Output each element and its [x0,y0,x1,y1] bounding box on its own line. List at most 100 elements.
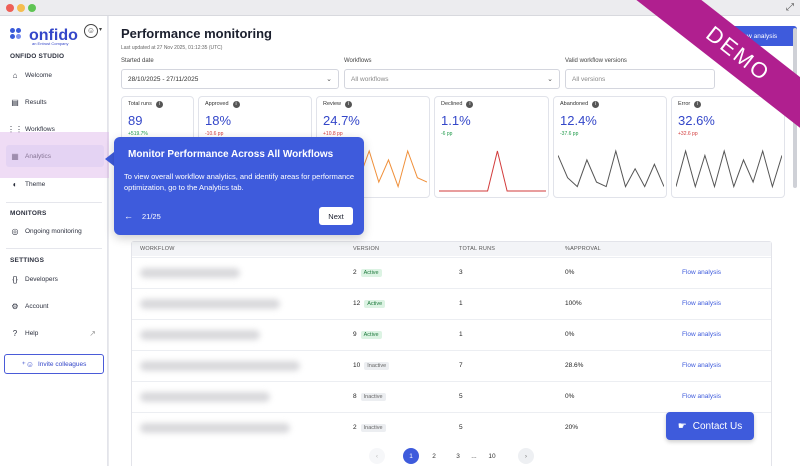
flow-analysis-link[interactable]: Flow analysis [682,331,722,338]
version-cell: 2 Inactive [353,424,386,432]
redacted-workflow-name [140,268,240,278]
prev-page-button[interactable]: ‹ [369,448,385,464]
column-header-total-runs: TOTAL RUNS [459,246,496,252]
close-window-dot[interactable] [6,4,14,12]
flow-analysis-link[interactable]: Flow analysis [682,300,722,307]
tour-next-button[interactable]: Next [319,207,353,225]
tour-tooltip: Monitor Performance Across All Workflows… [114,137,364,235]
status-badge: Inactive [360,424,386,432]
column-header-version: VERSION [353,246,380,252]
sidebar: onfido an Entrust Company ☺ ▾ ONFIDO STU… [0,16,108,466]
approval-cell: 0% [565,393,575,400]
page-button[interactable]: 1 [403,448,419,464]
metric-card: Error i 32.6% +32.6 pp [671,96,785,198]
info-icon[interactable]: i [345,101,353,108]
user-avatar-icon[interactable]: ☺ [84,24,98,38]
table-row[interactable]: 9 Active 1 0% Flow analysis [132,319,771,350]
metric-card: Abandoned i 12.4% -37.6 pp [553,96,667,198]
tour-step-counter: 21/25 [142,212,161,221]
total-runs-cell: 5 [459,424,463,431]
info-icon[interactable]: i [155,101,163,108]
total-runs-cell: 3 [459,269,463,276]
sidebar-item-welcome[interactable]: ⌂ Welcome [6,64,104,86]
code-braces-icon: {} [12,274,18,284]
sidebar-item-ongoing-monitoring[interactable]: ◎ Ongoing monitoring [6,220,104,242]
flow-analysis-link[interactable]: Flow analysis [682,393,722,400]
approval-cell: 20% [565,424,579,431]
approval-cell: 0% [565,269,575,276]
page-button[interactable]: 3 [456,452,460,460]
redacted-workflow-name [140,299,280,309]
contact-us-button[interactable]: ☛ Contact Us [666,412,754,440]
metric-value: 32.6% [678,113,715,128]
fullscreen-icon[interactable]: ⤢ [786,2,794,13]
invite-colleagues-button[interactable]: ⁺☺ Invite colleagues [4,354,104,374]
chevron-down-icon[interactable]: ▾ [99,27,103,33]
minimize-window-dot[interactable] [17,4,25,12]
redacted-workflow-name [140,423,290,433]
brand-name: onfido [29,27,78,44]
onfido-logo[interactable]: onfido an Entrust Company [10,22,78,50]
next-page-button[interactable]: › [518,448,534,464]
sidebar-item-account[interactable]: ⚙ Account [6,295,104,317]
sidebar-item-label: Theme [25,180,46,188]
section-label-settings: SETTINGS [10,257,45,264]
date-range-select[interactable]: 28/10/2025 - 27/11/2025 ⌄ [121,69,339,89]
versions-select[interactable]: All versions [565,69,715,89]
flow-analysis-link[interactable]: Flow analysis [682,362,722,369]
page-title: Performance monitoring [121,26,272,41]
tour-pointer [105,152,114,166]
flow-analysis-link[interactable]: Flow analysis [682,269,722,276]
status-badge: Active [360,331,382,339]
metric-value: 18% [205,113,232,128]
tour-description: To view overall workflow analytics, and … [124,172,355,192]
version-cell: 9 Active [353,331,382,339]
sidebar-item-theme[interactable]: ◐ Theme [6,173,104,195]
workflow-icon: ⋮⋮ [7,124,23,134]
status-badge: Inactive [364,362,390,370]
globe-icon: ◎ [11,226,19,236]
workflows-select[interactable]: All workflows ⌄ [344,69,560,89]
metric-value: 12.4% [560,113,597,128]
metric-label: Declined i [441,101,474,108]
version-cell: 8 Inactive [353,393,386,401]
versions-value: All versions [572,75,606,83]
metric-delta: +519.7% [128,131,148,137]
info-icon[interactable]: i [232,101,240,108]
sidebar-item-label: Account [25,302,49,310]
sidebar-item-results[interactable]: ▤ Results [6,91,104,113]
sidebar-item-label: Welcome [25,71,52,79]
sidebar-item-label: Help [25,329,39,337]
info-icon[interactable]: i [694,101,702,108]
metric-value: 1.1% [441,113,471,128]
workflow-table: WORKFLOW VERSION TOTAL RUNS %APPROVAL 2 A… [131,241,772,466]
sidebar-item-developers[interactable]: {} Developers [6,268,104,290]
sidebar-item-workflows[interactable]: ⋮⋮ Workflows [6,118,104,140]
divider [6,202,102,203]
table-row[interactable]: 8 Inactive 5 0% Flow analysis [132,381,771,412]
metric-delta: +32.6 pp [678,131,698,137]
status-badge: Active [360,269,382,277]
info-icon[interactable]: i [466,101,474,108]
maximize-window-dot[interactable] [28,4,36,12]
contact-label: Contact Us [692,420,743,432]
table-header: WORKFLOW VERSION TOTAL RUNS %APPROVAL [132,242,771,256]
metric-label: Review i [323,101,353,108]
main-content: Performance monitoring Last updated at 2… [109,16,800,466]
clipboard-icon: ▤ [11,97,19,107]
table-row[interactable]: 2 Active 3 0% Flow analysis [132,257,771,288]
approval-cell: 100% [565,300,582,307]
last-updated-text: Last updated at 27 Nov 2025, 01:12:35 (U… [121,45,223,51]
info-icon[interactable]: i [592,101,600,108]
page-button[interactable]: ... [471,452,477,460]
sidebar-item-help[interactable]: ? Help ↗ [6,322,104,344]
page-button[interactable]: 10 [488,452,496,460]
section-label-monitors: MONITORS [10,210,47,217]
sidebar-item-label: Workflows [25,125,55,133]
table-row[interactable]: 12 Active 1 100% Flow analysis [132,288,771,319]
table-row[interactable]: 10 Inactive 7 28.6% Flow analysis [132,350,771,381]
metric-label: Total runs i [128,101,163,108]
page-button[interactable]: 2 [432,452,436,460]
metric-label: Error i [678,101,702,108]
back-arrow-icon[interactable]: ← [124,211,133,221]
